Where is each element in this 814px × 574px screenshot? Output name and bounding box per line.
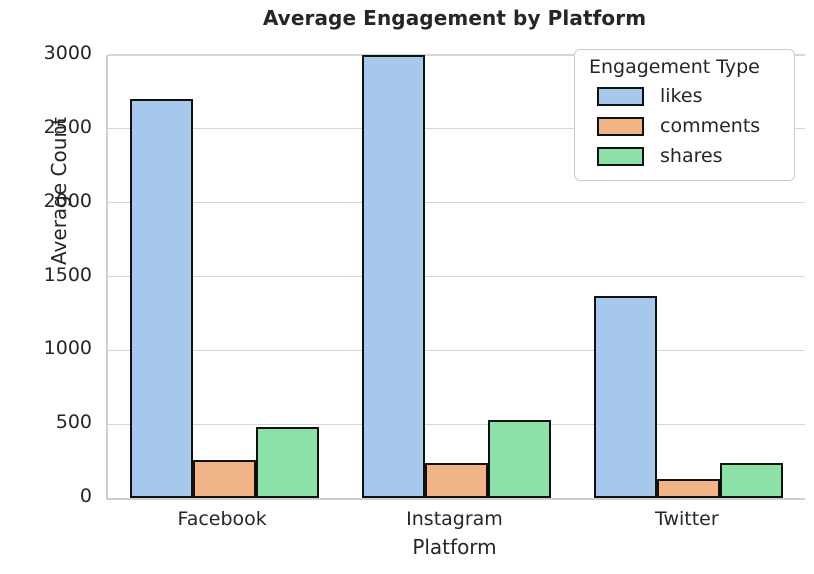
chart-title: Average Engagement by Platform [262,6,647,30]
y-tick-label: 1500 [43,263,92,286]
gridline [108,202,805,204]
bar-twitter-comments [657,478,721,498]
x-tick-label-instagram: Instagram [406,508,503,530]
gridline [108,54,805,56]
gridline [108,275,805,278]
legend-entries: likes comments shares [587,81,782,171]
gridline [108,128,805,130]
legend-swatch-shares [597,146,644,166]
bar-twitter-likes [594,295,658,498]
y-tick-label: 2500 [43,115,92,138]
y-tick-label: 1000 [43,337,92,360]
y-tick-label: 500 [55,411,92,434]
legend-entry-comments: comments [587,111,782,141]
legend: Engagement Type likes comments shares [574,49,795,181]
x-tick-label-twitter: Twitter [654,508,719,530]
y-tick-label: 3000 [43,42,92,64]
legend-label-likes: likes [660,85,703,107]
bar-twitter-shares [720,462,784,498]
bar-instagram-shares [488,419,551,498]
legend-swatch-comments [597,116,644,136]
x-tick-label-facebook: Facebook [177,508,267,530]
bar-instagram-comments [425,462,488,498]
legend-label-shares: shares [660,145,723,167]
bar-facebook-comments [192,459,256,498]
y-tick-label: 0 [79,485,92,507]
y-tick-label: 2000 [43,189,92,212]
legend-entry-shares: shares [587,141,782,171]
x-axis-label: Platform [412,535,497,559]
legend-title: Engagement Type [589,56,760,78]
legend-entry-likes: likes [587,81,782,111]
bar-facebook-likes [129,99,193,498]
bar-facebook-shares [255,427,319,498]
legend-label-comments: comments [660,115,761,137]
legend-swatch-likes [597,86,644,106]
gridline [108,349,805,351]
bar-instagram-likes [362,55,425,498]
gridline [108,423,805,425]
